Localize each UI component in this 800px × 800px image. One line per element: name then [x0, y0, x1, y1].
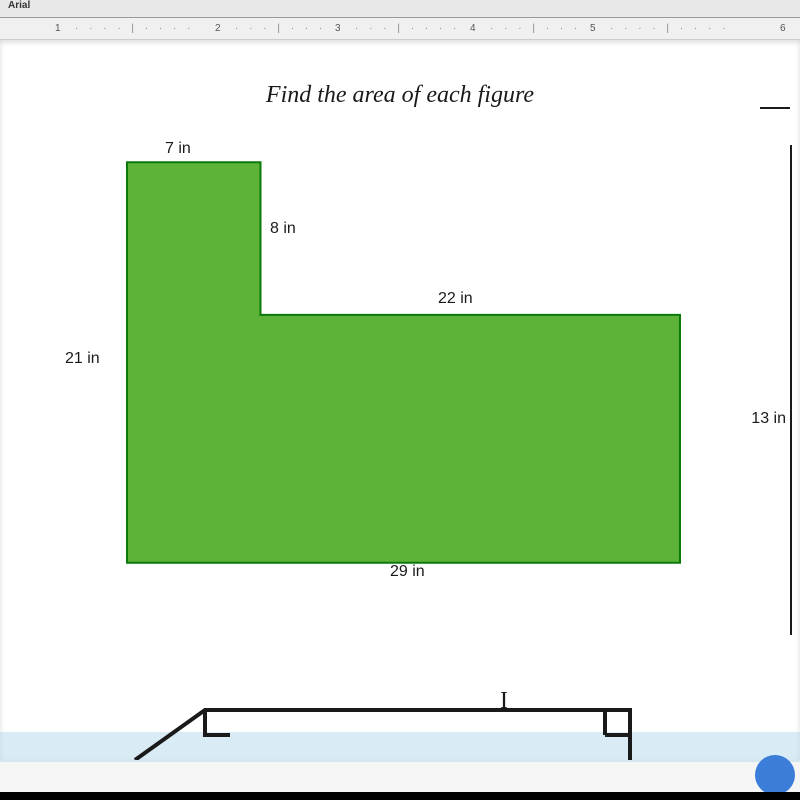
bottom-partial-figure	[130, 705, 670, 760]
label-notch-right: 8 in	[270, 220, 296, 238]
ruler-ticks: · · · · | · · · ·	[610, 23, 729, 34]
page-title: Find the area of each figure	[0, 82, 800, 109]
taskbar-edge	[0, 792, 800, 800]
toolbar-remnant: Arial	[0, 0, 800, 18]
ruler-mark: 1	[55, 23, 61, 34]
ruler-mark: 2	[215, 23, 221, 34]
ruler-ticks: · · · | · · ·	[235, 23, 326, 34]
ruler-mark: 6	[780, 23, 786, 34]
ruler-mark: 4	[470, 23, 476, 34]
label-bottom: 29 in	[390, 563, 425, 581]
ruler-ticks: · · · | · · ·	[490, 23, 581, 34]
ruler-ticks: · · · · | · · · ·	[75, 23, 194, 34]
scale-vertical-line	[790, 145, 792, 635]
ruler-ticks: · · · | · · · ·	[355, 23, 460, 34]
figure-container: 7 in 8 in 22 in 21 in 29 in	[60, 135, 740, 635]
label-top: 7 in	[165, 140, 191, 158]
document-page: Find the area of each figure 7 in 8 in 2…	[0, 40, 800, 760]
help-button[interactable]	[755, 755, 795, 795]
ruler-mark: 5	[590, 23, 596, 34]
font-name-label: Arial	[8, 0, 30, 11]
label-scale-right: 13 in	[751, 410, 786, 428]
scale-top-dash	[760, 107, 790, 109]
label-left: 21 in	[65, 350, 100, 368]
l-shape-figure	[125, 160, 684, 567]
document-ruler[interactable]: 1 · · · · | · · · · 2 · · · | · · · 3 · …	[0, 18, 800, 40]
ruler-mark: 3	[335, 23, 341, 34]
label-inner-top: 22 in	[438, 290, 473, 308]
